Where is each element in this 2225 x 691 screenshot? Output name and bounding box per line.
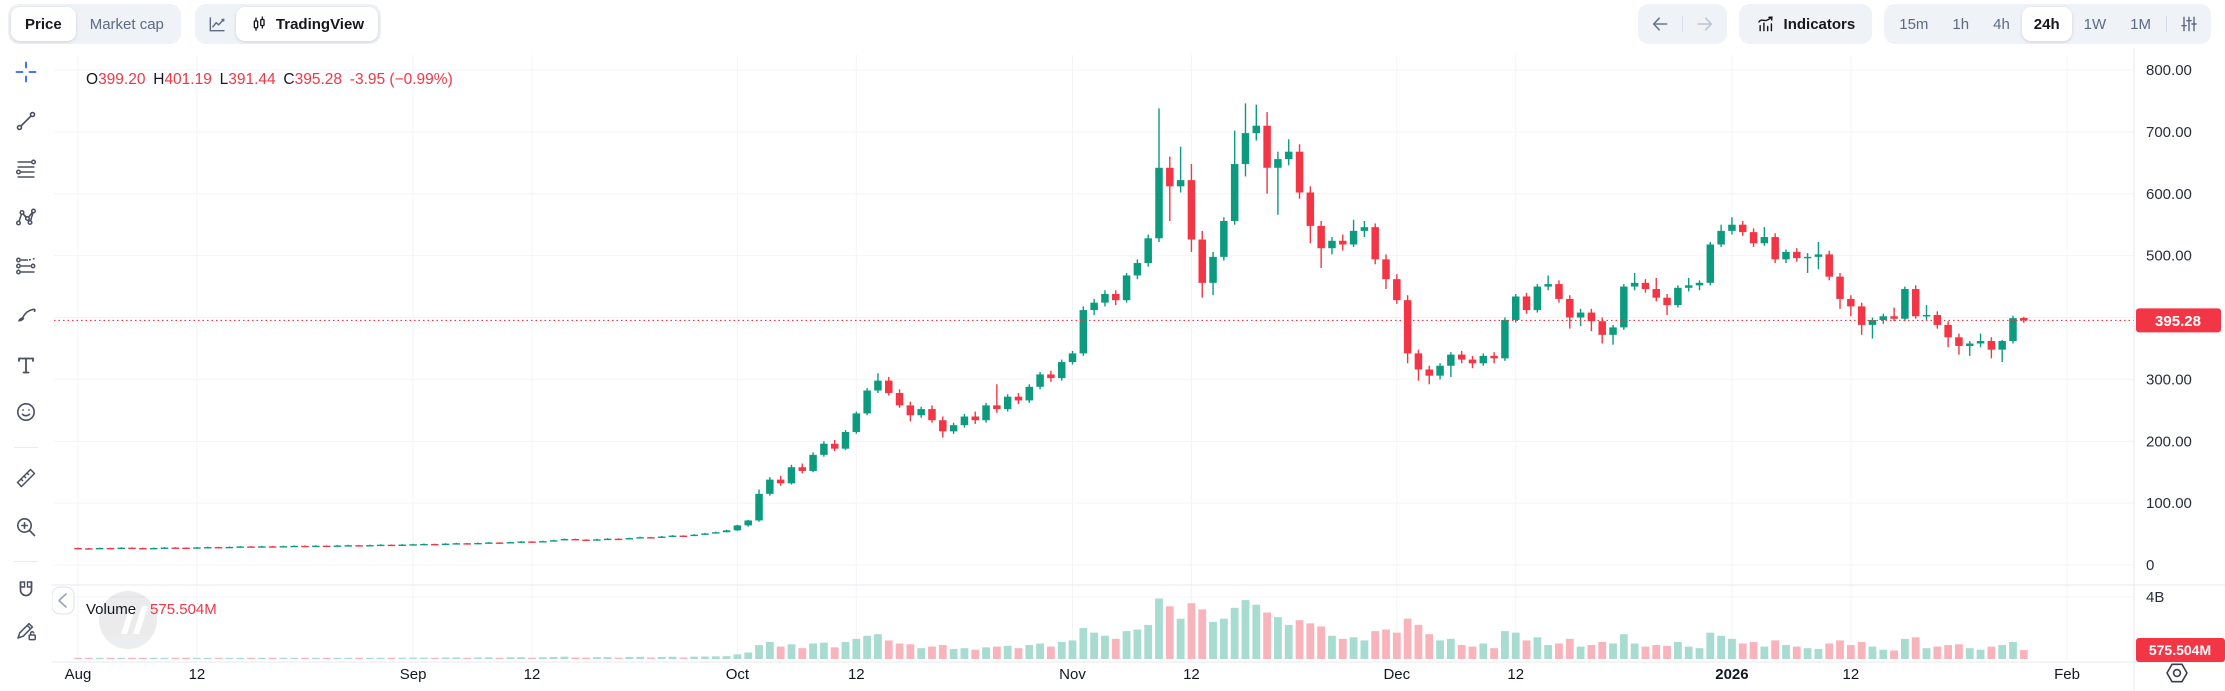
time-axis-label: Sep bbox=[400, 666, 427, 683]
zoom-in-icon bbox=[14, 515, 38, 542]
indicators-pill: Indicators bbox=[1738, 4, 1873, 44]
time-axis-label: Aug bbox=[65, 666, 92, 683]
toolbar-divider bbox=[14, 447, 38, 448]
price-axis-label: 800.00 bbox=[2146, 62, 2192, 79]
price-axis-label: 100.00 bbox=[2146, 495, 2192, 512]
draw-lock-tool[interactable] bbox=[11, 616, 41, 646]
volume-legend: Volume 575.504M bbox=[86, 601, 217, 618]
tradingview-label: TradingView bbox=[275, 15, 364, 33]
timeframe-15m[interactable]: 15m bbox=[1887, 7, 1940, 41]
time-axis-label: 12 bbox=[1842, 666, 1859, 683]
timeframe-4h[interactable]: 4h bbox=[1981, 7, 2022, 41]
time-axis-label: 12 bbox=[848, 666, 865, 683]
chart-display-settings-button[interactable] bbox=[2170, 7, 2208, 41]
drawing-toolbar bbox=[0, 48, 52, 691]
price-axis-label: 0 bbox=[2146, 557, 2154, 574]
svg-text:395.28: 395.28 bbox=[2155, 313, 2201, 330]
indicators-button[interactable]: Indicators bbox=[1742, 7, 1870, 41]
emoji-icon bbox=[14, 400, 38, 427]
time-axis-label: 12 bbox=[524, 666, 541, 683]
price-axis-label: 500.00 bbox=[2146, 248, 2192, 265]
projection-icon bbox=[14, 253, 38, 280]
price-axis-label: 300.00 bbox=[2146, 371, 2192, 388]
time-axis-label: Oct bbox=[726, 666, 750, 683]
crosshair-tool[interactable] bbox=[11, 58, 41, 88]
trend-line-icon bbox=[14, 109, 38, 136]
timeframe-24h[interactable]: 24h bbox=[2021, 7, 2072, 41]
volume-bars-layer bbox=[74, 598, 2028, 659]
ohlc-legend: O399.20 H401.19 L391.44 C395.28 -3.95 (−… bbox=[86, 71, 453, 88]
candles-layer bbox=[74, 103, 2028, 550]
xabcd-pattern-icon bbox=[14, 205, 38, 232]
timeframe-1h[interactable]: 1h bbox=[1940, 7, 1981, 41]
crosshair-icon bbox=[14, 60, 38, 87]
draw-lock-icon bbox=[14, 618, 38, 645]
magnet-icon bbox=[14, 578, 38, 605]
timeframe-divider bbox=[2166, 16, 2167, 32]
price-axis-label: 600.00 bbox=[2146, 186, 2192, 203]
timeframe-1M[interactable]: 1M bbox=[2118, 7, 2163, 41]
tradingview-tab[interactable]: TradingView bbox=[235, 7, 378, 41]
time-axis-label: 12 bbox=[1183, 666, 1200, 683]
time-axis-label: 12 bbox=[189, 666, 206, 683]
magnet-tool[interactable] bbox=[11, 576, 41, 606]
market-cap-tab[interactable]: Market cap bbox=[76, 7, 178, 41]
fib-retracement-icon bbox=[14, 157, 38, 184]
time-axis-label: 12 bbox=[1507, 666, 1524, 683]
price-axis-label: 700.00 bbox=[2146, 124, 2192, 141]
ruler-tool[interactable] bbox=[11, 464, 41, 494]
candlestick-icon bbox=[250, 14, 268, 34]
timeframe-1W[interactable]: 1W bbox=[2072, 7, 2119, 41]
hexagon-nut-icon bbox=[2166, 663, 2188, 683]
fib-retracement-tool[interactable] bbox=[11, 155, 41, 185]
svg-text:575.504M: 575.504M bbox=[2149, 642, 2211, 658]
line-chart-icon bbox=[207, 14, 227, 34]
time-axis-label: 2026 bbox=[1715, 666, 1748, 683]
top-toolbar: Price Market cap TradingView Indicators bbox=[0, 0, 2225, 48]
current-price-badge: 395.28 bbox=[2136, 308, 2221, 333]
ruler-icon bbox=[14, 466, 38, 493]
brush-tool[interactable] bbox=[11, 300, 41, 330]
projection-tool[interactable] bbox=[11, 251, 41, 281]
nav-divider bbox=[1681, 16, 1683, 32]
time-axis-label: Feb bbox=[2054, 666, 2080, 683]
indicators-label: Indicators bbox=[1783, 15, 1856, 33]
brush-icon bbox=[14, 302, 38, 329]
toolbar-divider bbox=[14, 561, 38, 562]
emoji-tool[interactable] bbox=[11, 398, 41, 428]
price-tab[interactable]: Price bbox=[11, 7, 76, 41]
back-button[interactable] bbox=[1641, 7, 1679, 41]
text-tool[interactable] bbox=[11, 351, 41, 381]
gridlines bbox=[54, 55, 2134, 660]
price-marketcap-toggle: Price Market cap bbox=[8, 4, 181, 44]
timeframe-selector: 15m 1h 4h 24h 1W 1M bbox=[1884, 4, 2211, 44]
pane-collapse-handle[interactable] bbox=[51, 586, 75, 615]
time-axis-label: Dec bbox=[1383, 666, 1410, 683]
time-axis[interactable]: Aug 12 Sep 12 Oct 12 Nov 12 Dec 12 2026 12 Feb bbox=[65, 666, 2080, 683]
history-nav bbox=[1637, 4, 1727, 44]
price-axis-label: 200.00 bbox=[2146, 433, 2192, 450]
sliders-icon bbox=[2179, 14, 2199, 34]
volume-axis-label: 4B bbox=[2146, 589, 2164, 606]
trend-line-tool[interactable] bbox=[11, 107, 41, 137]
forward-button[interactable] bbox=[1686, 7, 1724, 41]
current-volume-badge: 575.504M bbox=[2136, 638, 2225, 662]
zoom-in-tool[interactable] bbox=[11, 513, 41, 543]
indicators-icon bbox=[1756, 14, 1776, 34]
pane-watermark bbox=[99, 591, 157, 649]
chart-type-toggle: TradingView bbox=[194, 4, 381, 44]
line-chart-toggle-button[interactable] bbox=[198, 7, 236, 41]
xabcd-pattern-tool[interactable] bbox=[11, 203, 41, 233]
text-icon bbox=[14, 353, 38, 380]
price-axis[interactable]: 800.00 700.00 600.00 500.00 300.00 200.00 100.… bbox=[2146, 62, 2192, 606]
axis-settings-button[interactable] bbox=[2166, 663, 2188, 683]
time-axis-label: Nov bbox=[1059, 666, 1086, 683]
chevron-left-icon bbox=[58, 593, 67, 608]
